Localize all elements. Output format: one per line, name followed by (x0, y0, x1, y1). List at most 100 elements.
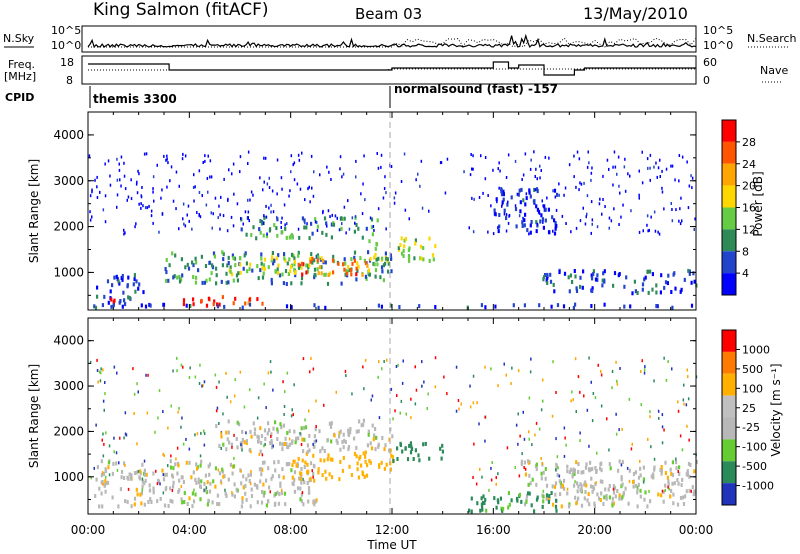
velocity-cell (570, 399, 572, 403)
velocity-cell (608, 462, 611, 467)
power-cell (524, 152, 527, 156)
velocity-cell (587, 492, 590, 497)
velocity-cell (642, 465, 645, 470)
power-cell (418, 304, 421, 309)
power-cell (195, 260, 198, 265)
power-cell (271, 256, 274, 261)
velocity-cell (306, 449, 309, 454)
power-cell (261, 301, 264, 306)
velocity-cell (687, 375, 689, 379)
power-cell (116, 193, 119, 197)
power-cell (239, 262, 242, 267)
velocity-cell (260, 440, 263, 445)
power-cell (136, 191, 139, 195)
velocity-cell (176, 369, 178, 373)
power-cell (432, 257, 435, 262)
power-cell (553, 231, 557, 236)
velocity-cell (683, 402, 685, 406)
velocity-cell (185, 460, 188, 465)
velocity-cell (528, 491, 531, 496)
power-cell (528, 232, 530, 236)
velocity-cell (288, 429, 291, 434)
power-cell (620, 215, 622, 219)
power-cell (501, 188, 503, 192)
power-cell (664, 280, 668, 285)
power-cell (572, 305, 575, 310)
power-cell (223, 177, 225, 181)
power-cell (200, 254, 203, 259)
velocity-cell (560, 504, 563, 509)
power-cell (530, 158, 532, 162)
velocity-cell (596, 451, 598, 455)
power-cell (277, 263, 280, 268)
velocity-cell (434, 356, 437, 360)
power-cell (123, 228, 125, 232)
power-cell (141, 186, 143, 189)
power-cell (334, 214, 337, 218)
velocity-cell (618, 493, 621, 498)
velocity-cell (608, 484, 611, 488)
velocity-cell (611, 501, 614, 506)
power-cell (107, 300, 110, 305)
velocity-cell (186, 502, 189, 506)
velocity-cell (414, 448, 417, 453)
velocity-cell (585, 483, 588, 488)
power-colorbar-swatch (722, 251, 736, 274)
velocity-cell (242, 485, 245, 490)
velocity-cell (618, 459, 621, 464)
power-cell (203, 280, 206, 285)
velocity-cell (313, 502, 316, 507)
power-cell (215, 273, 218, 278)
power-cell (136, 180, 138, 184)
velocity-cell (675, 460, 678, 465)
velocity-cell (236, 445, 239, 450)
power-cell (382, 278, 385, 283)
power-cell (389, 253, 392, 258)
power-cell (546, 275, 549, 280)
velocity-cell (371, 423, 374, 428)
velocity-cell (642, 477, 645, 482)
velocity-cell (143, 502, 146, 507)
velocity-cell (104, 381, 106, 384)
velocity-cell (136, 442, 138, 446)
power-cell (656, 175, 658, 179)
power-cell (233, 256, 237, 261)
power-cell (192, 302, 195, 307)
power-cell (492, 232, 495, 236)
velocity-cell (357, 429, 360, 434)
power-cell (201, 194, 203, 197)
power-cell (678, 154, 681, 157)
velocity-cell (542, 470, 545, 475)
velocity-cell (188, 460, 191, 465)
velocity-cell (612, 484, 615, 489)
velocity-cell (191, 504, 194, 509)
velocity-cell (574, 495, 577, 500)
velocity-cell (102, 368, 104, 372)
velocity-cell (308, 433, 311, 438)
velocity-cell (265, 406, 267, 410)
velocity-cell (369, 460, 372, 465)
velocity-cell (315, 399, 317, 403)
velocity-cell (249, 429, 252, 434)
velocity-cell (476, 501, 479, 506)
power-cell (384, 251, 387, 256)
velocity-cell (377, 444, 380, 449)
velocity-cell (627, 501, 630, 506)
power-cell (104, 194, 107, 198)
velocity-cell (214, 484, 217, 489)
power-cell (498, 224, 501, 229)
power-cell (291, 235, 294, 240)
power-cell (234, 263, 237, 268)
velocity-cell (374, 447, 377, 452)
velocity-cell (615, 432, 618, 436)
power-cell (89, 218, 92, 222)
velocity-cell (313, 439, 316, 444)
velocity-cell (330, 439, 333, 444)
power-cell (544, 273, 547, 277)
velocity-cell (107, 480, 110, 485)
power-cell (385, 227, 387, 231)
power-cell (165, 258, 168, 262)
velocity-cell (663, 356, 665, 360)
velocity-cell (220, 481, 223, 485)
velocity-cell (325, 476, 328, 481)
